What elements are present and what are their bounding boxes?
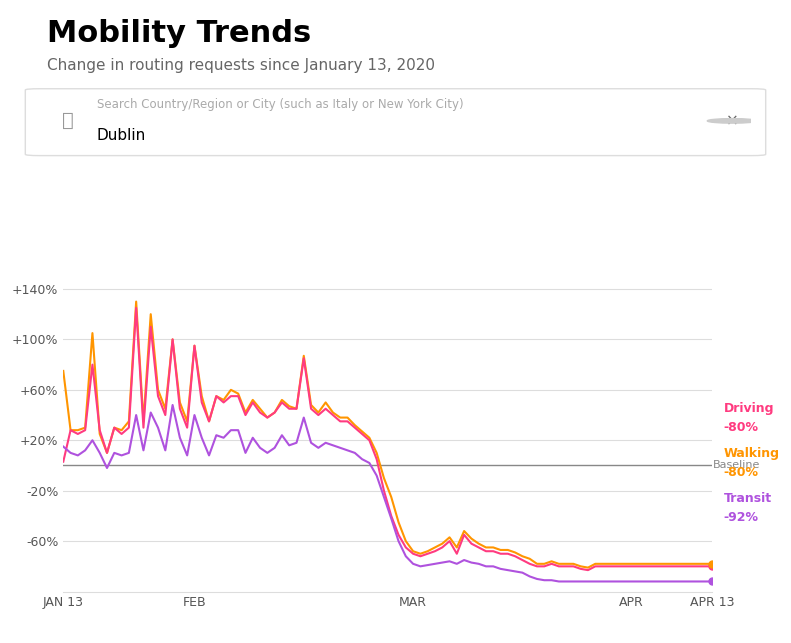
FancyBboxPatch shape bbox=[25, 89, 766, 156]
Text: Transit: Transit bbox=[724, 492, 772, 505]
Text: -80%: -80% bbox=[724, 466, 759, 479]
Text: -80%: -80% bbox=[724, 421, 759, 434]
Text: Walking: Walking bbox=[724, 447, 780, 460]
Circle shape bbox=[707, 118, 757, 123]
Text: Change in routing requests since January 13, 2020: Change in routing requests since January… bbox=[47, 58, 436, 73]
Text: Search Country/Region or City (such as Italy or New York City): Search Country/Region or City (such as I… bbox=[97, 98, 463, 111]
Text: Dublin: Dublin bbox=[97, 127, 146, 143]
Text: -92%: -92% bbox=[724, 511, 759, 524]
Text: Baseline: Baseline bbox=[713, 460, 761, 471]
Text: ×: × bbox=[726, 113, 739, 129]
Text: ⌕: ⌕ bbox=[62, 111, 74, 131]
Text: Mobility Trends: Mobility Trends bbox=[47, 19, 312, 48]
Text: Driving: Driving bbox=[724, 402, 774, 415]
